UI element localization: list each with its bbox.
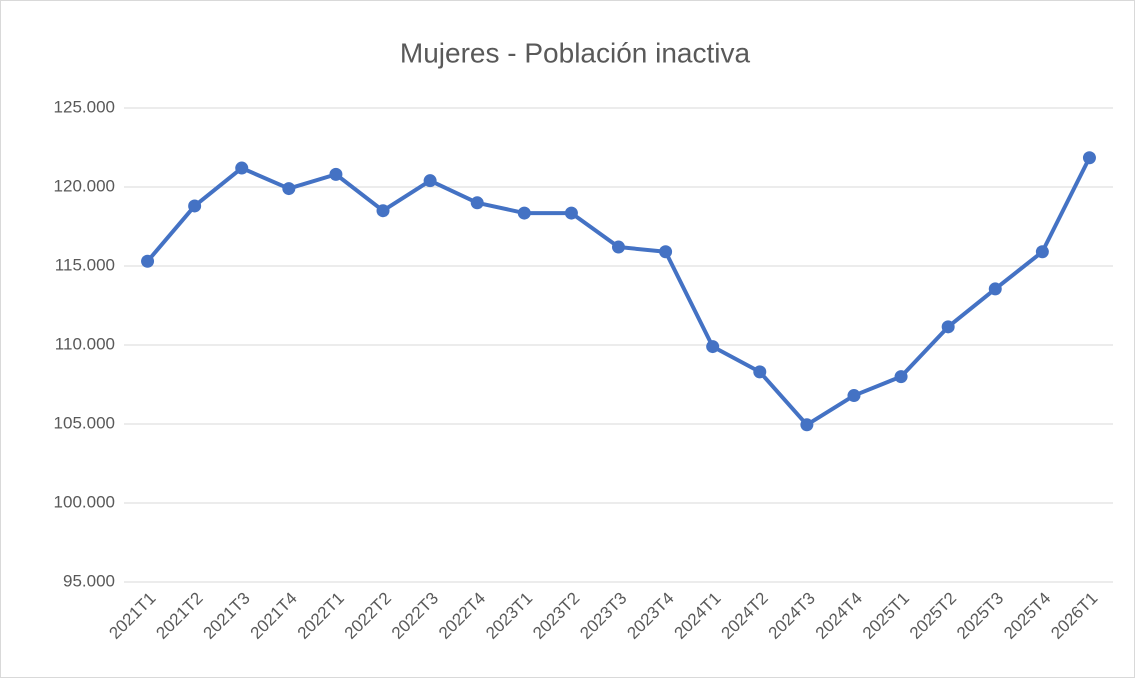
marker bbox=[470, 196, 484, 210]
marker bbox=[988, 282, 1002, 296]
marker bbox=[706, 340, 720, 354]
marker bbox=[753, 365, 767, 379]
marker bbox=[188, 199, 202, 213]
marker bbox=[612, 240, 625, 254]
marker bbox=[376, 204, 390, 218]
marker bbox=[235, 161, 249, 175]
marker bbox=[141, 254, 155, 268]
y-tick-label: 100.000 bbox=[54, 492, 115, 511]
y-tick-label: 110.000 bbox=[55, 334, 115, 353]
marker bbox=[329, 167, 343, 181]
y-tick-label: 115.000 bbox=[55, 255, 115, 274]
marker bbox=[517, 206, 531, 220]
y-tick-label: 95.000 bbox=[63, 571, 115, 590]
marker bbox=[423, 174, 437, 188]
y-tick-label: 125.000 bbox=[54, 97, 115, 116]
marker bbox=[941, 320, 955, 334]
marker bbox=[800, 418, 814, 432]
y-tick-label: 120.000 bbox=[54, 176, 115, 195]
marker bbox=[1035, 245, 1049, 259]
marker bbox=[659, 245, 673, 259]
chart-title: Mujeres - Población inactiva bbox=[400, 37, 751, 68]
marker bbox=[847, 389, 861, 403]
marker bbox=[894, 370, 908, 384]
y-tick-label: 105.000 bbox=[54, 413, 115, 432]
marker bbox=[282, 182, 296, 196]
marker bbox=[1082, 151, 1096, 165]
marker bbox=[564, 206, 578, 220]
